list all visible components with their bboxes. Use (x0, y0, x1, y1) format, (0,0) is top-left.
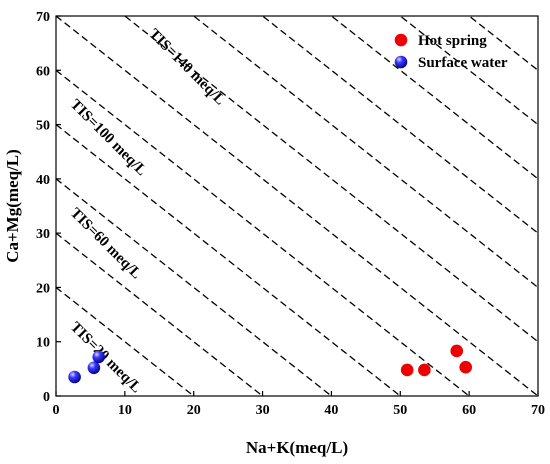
y-tick-label: 0 (43, 390, 50, 405)
x-axis-ticks: 0 10 20 30 40 50 60 70 (53, 391, 545, 418)
tis-reference-lines (56, 16, 538, 396)
tis-line-60 (56, 69, 470, 396)
x-axis-label: Na+K(meq/L) (246, 438, 348, 457)
tis-line-50 (56, 124, 401, 396)
hot-spring-point (459, 360, 473, 374)
x-tick-label: 20 (187, 403, 201, 418)
tis-annotation: TIS=20 meq/L (67, 319, 144, 396)
y-tick-label: 70 (36, 10, 50, 25)
y-tick-label: 50 (36, 119, 50, 134)
x-tick-label: 50 (393, 403, 407, 418)
y-tick-label: 20 (36, 281, 50, 296)
surface-water-point (87, 361, 101, 375)
y-tick-label: 60 (36, 64, 50, 79)
plot-frame (55, 15, 539, 397)
x-tick-label: 70 (531, 403, 545, 418)
hot-spring-point (400, 363, 414, 377)
legend-marker (394, 33, 408, 47)
legend-marker (394, 55, 408, 69)
x-tick-label: 40 (324, 403, 338, 418)
tis-line-20 (56, 286, 195, 396)
tis-line-80 (123, 16, 538, 343)
surface-water-point (68, 370, 81, 384)
surface-water-point (92, 350, 105, 364)
tis-annotation: TIS=60 meq/L (67, 205, 144, 282)
tis-line-40 (56, 178, 332, 396)
tis-annotation: TIS=140 meq/L (145, 26, 227, 108)
legend-label: Surface water (418, 55, 508, 71)
legend: Hot spring Surface water (394, 33, 508, 71)
y-tick-label: 30 (36, 227, 50, 242)
hot-spring-point (450, 344, 464, 358)
x-tick-label: 0 (53, 403, 60, 418)
data-points (68, 344, 473, 384)
y-tick-label: 40 (36, 173, 50, 188)
tis-line-70 (56, 16, 538, 396)
tis-line-30 (56, 232, 263, 396)
x-tick-label: 10 (118, 403, 132, 418)
tis-annotation: TIS=100 meq/L (67, 97, 149, 179)
y-tick-label: 10 (36, 336, 50, 351)
y-axis-label: Ca+Mg(meq/L) (3, 149, 22, 263)
y-axis-ticks: 0 10 20 30 40 50 60 70 (36, 10, 61, 405)
x-tick-label: 60 (462, 403, 476, 418)
legend-label: Hot spring (418, 33, 487, 49)
hot-spring-point (418, 363, 431, 377)
tis-annotations: TIS=20 meq/L TIS=60 meq/L TIS=100 meq/LTIS… (67, 26, 228, 396)
x-tick-label: 30 (256, 403, 270, 418)
